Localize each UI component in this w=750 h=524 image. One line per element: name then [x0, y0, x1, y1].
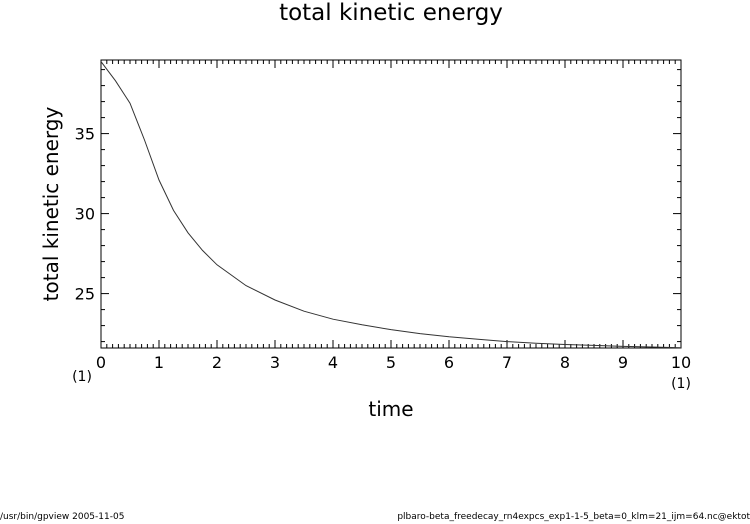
x-tick-label: 8	[560, 353, 570, 372]
x-tick-label: 0	[96, 353, 106, 372]
x-tick-label: 10	[671, 353, 691, 372]
y-tick-label: 35	[75, 125, 95, 144]
x-tick-label: 4	[328, 353, 338, 372]
footer-left: /usr/bin/gpview 2005-11-05	[0, 512, 125, 522]
x-axis: 0 1 2 3 4 5 6 7 8 9 10	[96, 60, 691, 372]
x-tick-label: 1	[154, 353, 164, 372]
x-axis-label: time	[368, 397, 413, 421]
y-tick-label: 25	[75, 285, 95, 304]
x-tick-label: 5	[386, 353, 396, 372]
series-layer	[100, 61, 682, 349]
y-axis: 25 30 35	[75, 69, 681, 343]
y-tick-label: 30	[75, 205, 95, 224]
y-axis-label: total kinetic energy	[39, 107, 63, 302]
x-tick-label: 6	[444, 353, 454, 372]
x-tick-label: 2	[212, 353, 222, 372]
x-tick-label: 9	[618, 353, 628, 372]
plot-frame	[100, 59, 682, 349]
x-axis-unit-note-right: (1)	[671, 376, 691, 392]
chart-title: total kinetic energy	[279, 0, 503, 26]
series-line-0	[100, 61, 682, 349]
footer-right: plbaro-beta_freedecay_rn4expcs_exp1-1-5_…	[397, 512, 750, 522]
x-tick-label: 7	[502, 353, 512, 372]
x-axis-unit-note-left: (1)	[72, 369, 92, 385]
x-tick-label: 3	[270, 353, 280, 372]
